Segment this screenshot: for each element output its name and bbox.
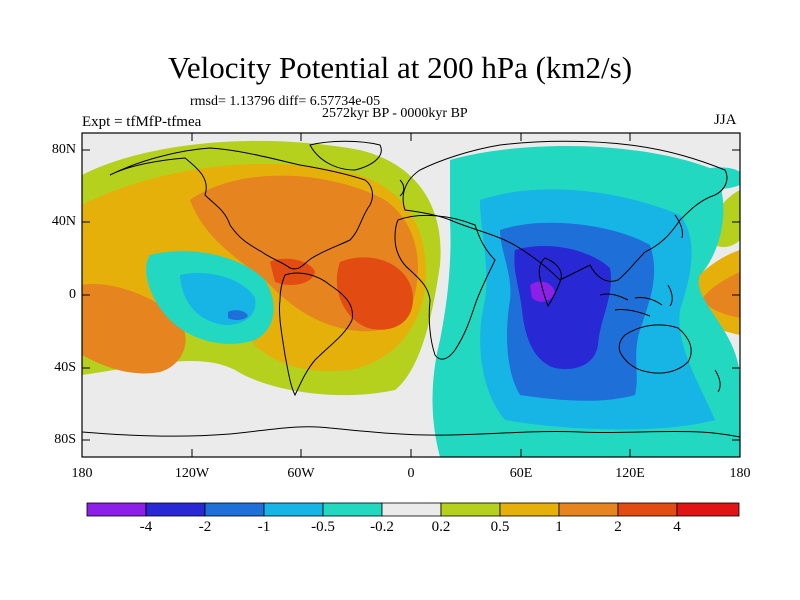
southeast-asia-islands [599, 284, 673, 317]
axis-ticks [81, 133, 741, 457]
new-zealand-coast [714, 369, 721, 393]
plot-title: Velocity Potential at 200 hPa (km2/s) [167, 50, 633, 85]
colorbar-label: -1 [257, 519, 271, 535]
colorbar-swatch [499, 502, 560, 517]
colorbar-label: -4 [139, 519, 153, 535]
colorbar-swatch [676, 502, 740, 517]
negative-region-4 [530, 281, 555, 302]
lat-label: 80N [51, 142, 76, 157]
lat-label: 40S [54, 360, 76, 375]
positive-region-2-small [270, 258, 315, 285]
japan-coast [674, 214, 683, 239]
colorbar-label: 0.2 [431, 519, 451, 535]
positive-region-2 [336, 257, 413, 330]
colorbar-label: -0.2 [370, 519, 394, 535]
colorbar [86, 502, 740, 517]
lat-label: 40N [51, 214, 76, 229]
colorbar-label: 1 [555, 519, 563, 535]
colorbar-swatch [440, 502, 501, 517]
season-label: JJA [714, 112, 737, 128]
colorbar-label: -2 [198, 519, 212, 535]
contour-fields [82, 133, 740, 457]
colorbar-swatch [204, 502, 265, 517]
coastlines [82, 140, 740, 438]
lat-label: 80S [54, 432, 76, 447]
negative-region-north-pacific [700, 167, 740, 189]
colorbar-swatch [86, 502, 147, 517]
north-america-coast [109, 147, 373, 270]
colorbar-label: 2 [614, 519, 622, 535]
africa-coast [394, 215, 496, 360]
lon-label: 180 [71, 466, 93, 481]
positive-region-east-inner [702, 272, 740, 318]
lat-label: 0 [69, 287, 76, 302]
eurasia-coast [402, 140, 728, 282]
australia-coast [618, 324, 692, 374]
negative-region-pacific-core [228, 310, 248, 321]
colorbar-swatch [322, 502, 383, 517]
lon-label: 120E [615, 466, 645, 481]
lon-label: 180 [729, 466, 751, 481]
greenland-coast [309, 140, 382, 171]
colorbar-swatch [617, 502, 678, 517]
colorbar-swatch [558, 502, 619, 517]
lon-label: 60E [509, 466, 533, 481]
colorbar-swatch [145, 502, 206, 517]
colorbar-label: 0.5 [490, 519, 510, 535]
colorbar-swatch [263, 502, 324, 517]
experiment-label: Expt = tfMfP-tfmea [82, 114, 202, 130]
stats-text: rmsd= 1.13796 diff= 6.57734e-05 [190, 94, 381, 109]
colorbar-swatch [381, 502, 442, 517]
lon-label: 60W [287, 466, 315, 481]
negative-region-2 [514, 246, 612, 370]
colorbar-label: 4 [673, 519, 681, 535]
india-coast [538, 257, 562, 308]
lon-label: 120W [174, 466, 210, 481]
colorbar-label: -0.5 [311, 519, 335, 535]
south-america-coast [279, 272, 354, 397]
period-text: 2572kyr BP - 0000kyr BP [322, 106, 468, 121]
uk-coast [399, 179, 405, 197]
lon-label: 0 [407, 466, 415, 481]
antarctica-coast [82, 426, 740, 438]
